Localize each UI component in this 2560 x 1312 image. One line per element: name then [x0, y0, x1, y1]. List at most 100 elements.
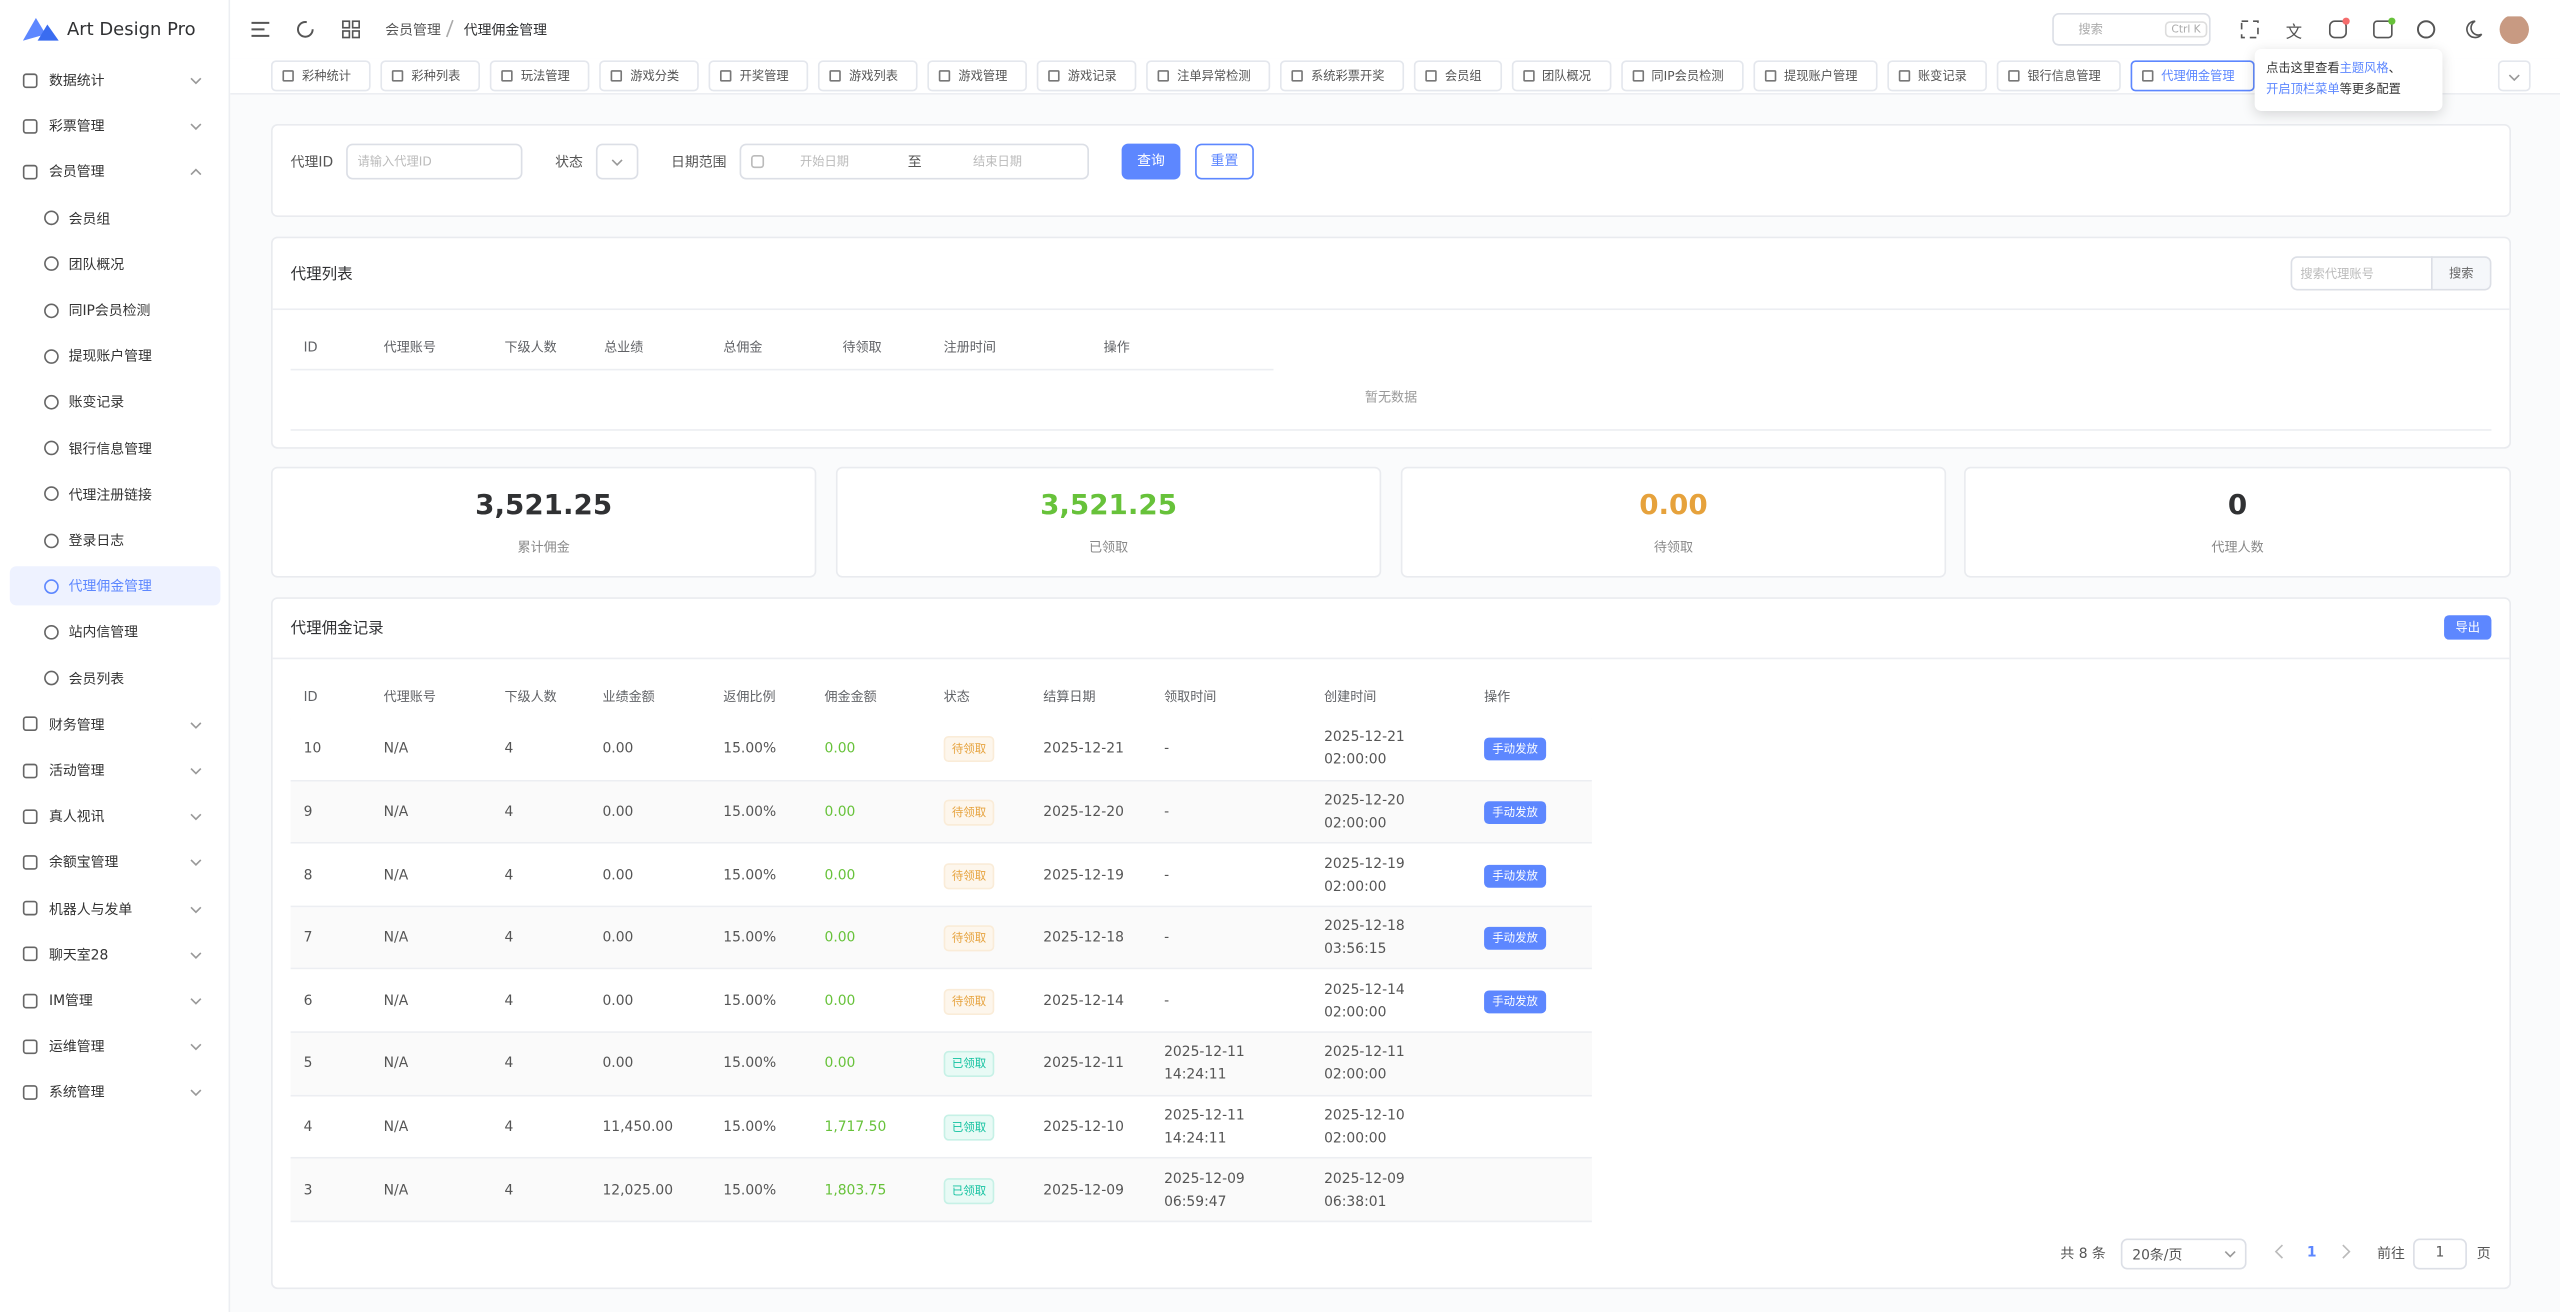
cell: - — [1164, 930, 1170, 947]
agent-search-input[interactable] — [2290, 256, 2433, 291]
menu-item[interactable]: 财务管理 — [48, 717, 105, 734]
menu-toggle-icon[interactable] — [251, 21, 270, 37]
menu-item[interactable]: 机器人与发单 — [48, 901, 133, 919]
page-current[interactable]: 1 — [2306, 1245, 2317, 1262]
tab[interactable]: 玩法管理 — [489, 60, 590, 92]
tooltip-link[interactable]: 主题风格 — [2339, 60, 2389, 76]
submenu-item[interactable]: 站内信管理 — [68, 625, 138, 642]
action-button[interactable]: 手动发放 — [1484, 801, 1547, 824]
stat-card — [271, 466, 817, 578]
theme-icon[interactable] — [2466, 20, 2483, 39]
submenu-item[interactable]: 账变记录 — [68, 395, 125, 412]
status-select[interactable] — [595, 143, 639, 180]
fullscreen-icon[interactable] — [2240, 20, 2259, 39]
submenu-item[interactable]: 团队概况 — [68, 257, 125, 274]
tab-label: 开奖管理 — [739, 68, 789, 84]
tab[interactable]: 同IP会员检测 — [1620, 60, 1744, 92]
stat-card — [835, 466, 1382, 578]
menu-item[interactable]: 系统管理 — [48, 1085, 105, 1103]
cell: 10 — [303, 741, 322, 758]
menu-item[interactable]: 余额宝管理 — [48, 855, 119, 873]
submenu-item[interactable]: 提现账户管理 — [68, 349, 152, 366]
sidebar — [0, 0, 231, 1312]
tab[interactable]: 游戏列表 — [817, 60, 918, 92]
page-next[interactable] — [2341, 1243, 2351, 1264]
menu-item[interactable]: 运维管理 — [48, 1039, 105, 1057]
submenu-item[interactable]: 登录日志 — [68, 533, 125, 550]
submenu-item[interactable]: 代理注册链接 — [68, 487, 152, 504]
status-tag: 已领取 — [943, 1051, 995, 1078]
query-button[interactable]: 查询 — [1121, 143, 1181, 180]
tab[interactable]: 开奖管理 — [708, 60, 809, 92]
cell: 2025-12-10 — [1043, 1119, 1124, 1136]
menu-item[interactable]: 彩票管理 — [48, 119, 105, 136]
menu-item[interactable]: 真人视讯 — [48, 809, 105, 826]
action-button[interactable]: 手动发放 — [1484, 927, 1547, 950]
tab[interactable]: 账变记录 — [1886, 60, 1987, 92]
settings-icon[interactable] — [2416, 20, 2436, 39]
chevron — [190, 169, 202, 176]
tab[interactable]: 游戏管理 — [927, 60, 1027, 92]
header-search[interactable] — [2052, 13, 2211, 46]
tab[interactable]: 会员组 — [1413, 60, 1502, 92]
action-button[interactable]: 手动发放 — [1484, 989, 1547, 1013]
cell: 06:38:01 — [1324, 1193, 1387, 1210]
cell: 4 — [504, 741, 514, 758]
tab[interactable]: 系统彩票开奖 — [1279, 60, 1405, 92]
tab[interactable]: 彩种列表 — [380, 60, 480, 92]
submenu-item[interactable]: 会员列表 — [68, 671, 125, 688]
action-button[interactable]: 手动发放 — [1484, 738, 1547, 761]
avatar[interactable] — [2499, 16, 2529, 45]
action-button[interactable]: 手动发放 — [1484, 864, 1547, 887]
card-title: 代理佣金记录 — [290, 620, 384, 639]
reset-button[interactable]: 重置 — [1195, 143, 1254, 180]
refresh-icon[interactable] — [296, 20, 316, 40]
apps-icon[interactable] — [341, 20, 361, 40]
cell: - — [1164, 993, 1170, 1010]
menu-item[interactable]: 会员管理 — [48, 165, 105, 182]
submenu-item[interactable]: 同IP会员检测 — [68, 303, 151, 320]
submenu-item[interactable]: 代理佣金管理 — [68, 579, 152, 596]
chat-icon[interactable] — [2373, 20, 2393, 39]
menu-item[interactable]: IM管理 — [48, 993, 93, 1011]
date-range[interactable] — [739, 143, 1089, 180]
page-prev[interactable] — [2274, 1243, 2284, 1264]
submenu-item[interactable]: 会员组 — [68, 211, 111, 228]
tab[interactable]: 游戏记录 — [1036, 60, 1137, 92]
cell: 0.00 — [824, 993, 856, 1010]
column-header: 操作 — [1103, 340, 1130, 355]
tab[interactable]: 代理佣金管理 — [2130, 60, 2255, 92]
tooltip-line: 开启顶栏菜单等更多配置 — [2266, 78, 2431, 99]
submenu-item[interactable]: 银行信息管理 — [68, 441, 152, 458]
translate-icon[interactable]: 文 — [2286, 23, 2302, 42]
tab[interactable]: 彩种统计 — [271, 60, 371, 92]
tab[interactable]: 游戏分类 — [599, 60, 699, 92]
tooltip-text: 、 — [2388, 60, 2401, 76]
cell: 3 — [303, 1182, 313, 1199]
date-end: 结束日期 — [973, 154, 1023, 169]
tab[interactable]: 团队概况 — [1511, 60, 1611, 92]
chevron — [190, 721, 202, 729]
agent-id-input[interactable] — [346, 143, 523, 180]
menu-item[interactable]: 数据统计 — [48, 73, 105, 90]
cell: 2025-12-21 — [1324, 729, 1405, 747]
menu-item[interactable]: 聊天室28 — [48, 947, 109, 965]
tab-icon — [1048, 70, 1060, 82]
stat-label: 已领取 — [1088, 540, 1129, 555]
tab[interactable]: 银行信息管理 — [1996, 60, 2121, 92]
menu-item[interactable]: 活动管理 — [48, 763, 105, 781]
tab[interactable]: 注单异常检测 — [1146, 60, 1271, 92]
search-placeholder: 搜索 — [2078, 22, 2103, 37]
agent-search-button[interactable]: 搜索 — [2431, 256, 2492, 291]
breadcrumb-item[interactable]: 会员管理 — [385, 22, 441, 40]
notice-icon[interactable] — [2328, 20, 2347, 39]
goto-input[interactable]: 1 — [2413, 1238, 2467, 1270]
next-arrow — [2342, 1244, 2351, 1259]
status-tag: 已领取 — [943, 1177, 995, 1204]
tab[interactable]: 提现账户管理 — [1753, 60, 1878, 92]
page-size-select[interactable] — [2120, 1238, 2247, 1270]
filter-label: 代理ID — [290, 155, 334, 172]
export-button[interactable]: 导出 — [2444, 615, 2492, 640]
tooltip-link[interactable]: 开启顶栏菜单 — [2266, 81, 2340, 97]
tab-more[interactable] — [2497, 60, 2531, 92]
